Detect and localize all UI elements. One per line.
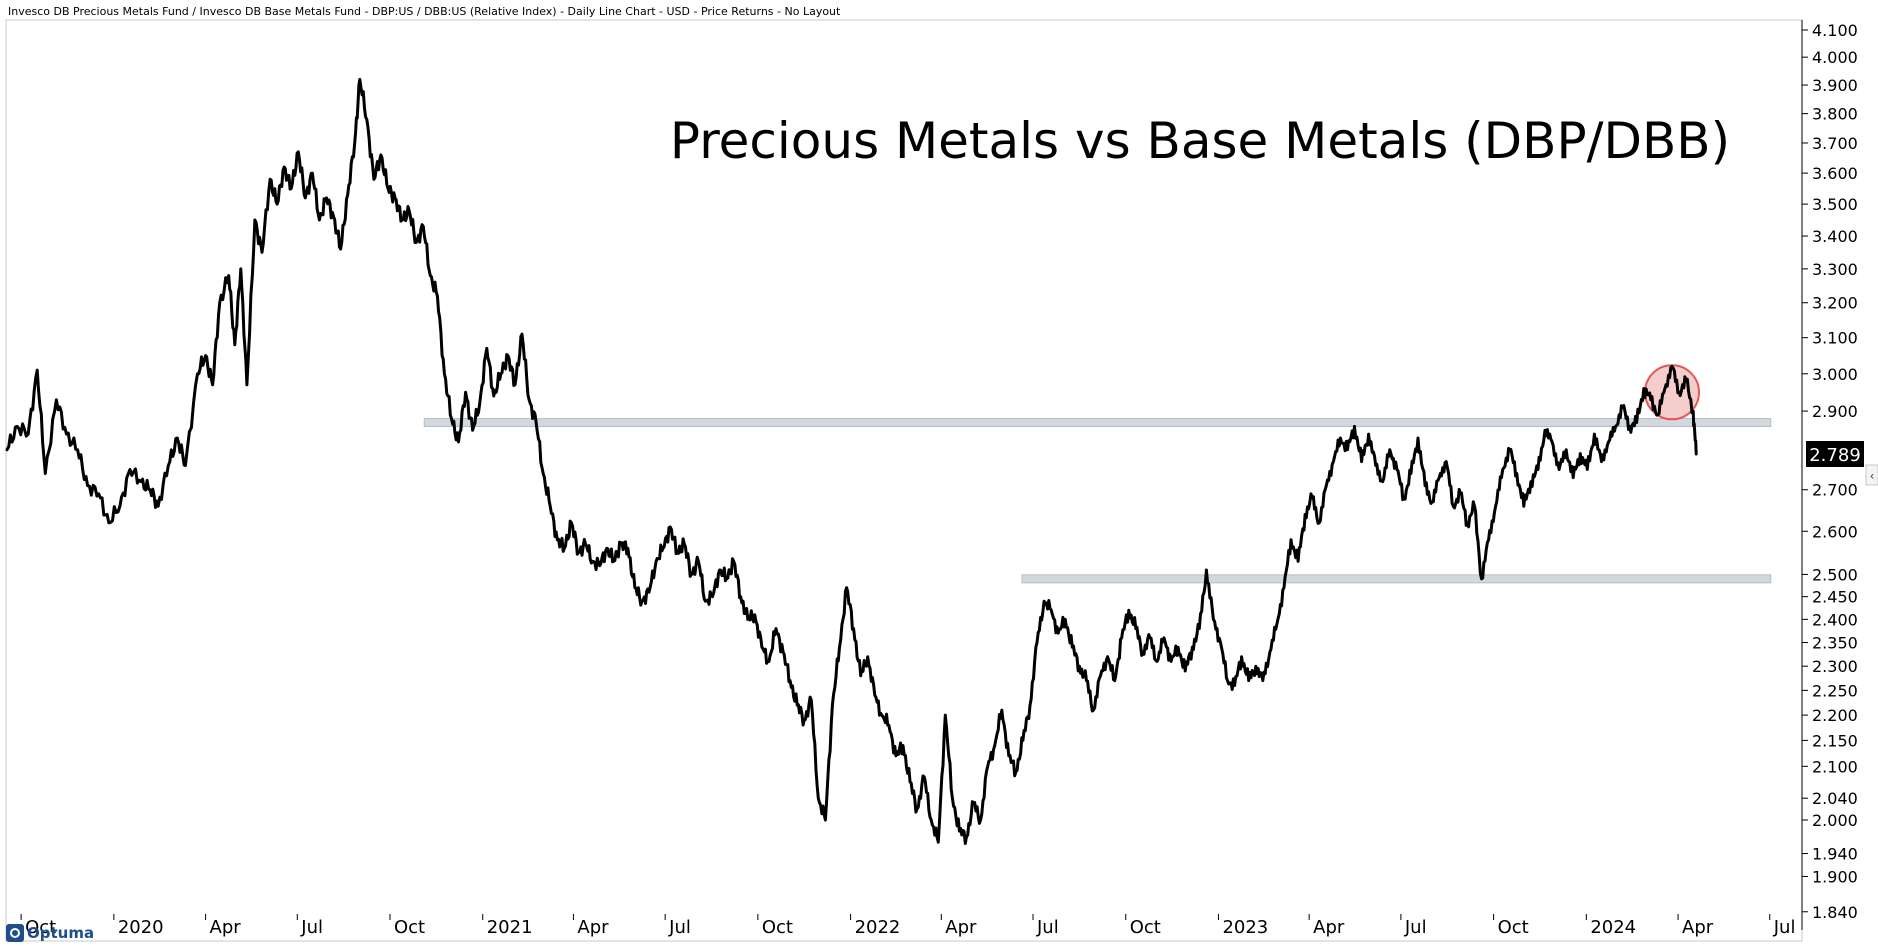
x-tick-label: 2023 <box>1222 917 1268 938</box>
y-tick-label: 3.900 <box>1812 76 1858 95</box>
x-tick-label: Jul <box>300 917 323 938</box>
support-band-1 <box>423 418 1772 428</box>
x-tick-label: Jul <box>1404 917 1427 938</box>
x-tick-label: 2021 <box>487 917 533 938</box>
y-tick-label: 1.900 <box>1812 867 1858 886</box>
y-tick-label: 4.100 <box>1812 21 1858 40</box>
y-tick-label: 2.250 <box>1812 681 1858 700</box>
y-tick-label: 4.000 <box>1812 48 1858 67</box>
last-value-box <box>1806 441 1864 467</box>
y-tick-label: 1.940 <box>1812 845 1858 864</box>
y-tick-label: 3.200 <box>1812 294 1858 313</box>
x-tick-label: Apr <box>577 917 609 938</box>
y-tick-label: 3.100 <box>1812 329 1858 348</box>
support-band-2 <box>1021 574 1772 584</box>
x-tick-label: Jul <box>668 917 691 938</box>
y-tick-label: 1.840 <box>1812 903 1858 922</box>
y-tick-label: 2.900 <box>1812 402 1858 421</box>
last-value-label: 2.789 <box>1806 441 1864 467</box>
x-tick-label: Oct <box>762 917 793 938</box>
x-tick-label: Oct <box>25 917 56 938</box>
y-tick-label: 2.100 <box>1812 757 1858 776</box>
y-tick-label: 2.200 <box>1812 706 1858 725</box>
x-tick-label: Jul <box>1036 917 1059 938</box>
chevron-left-icon: ‹ <box>1870 469 1875 483</box>
y-tick-label: 2.500 <box>1812 565 1858 584</box>
y-tick-label: 3.000 <box>1812 365 1858 384</box>
logo: Optuma <box>6 922 94 944</box>
y-tick-label: 3.700 <box>1812 134 1858 153</box>
y-tick-label: 2.700 <box>1812 481 1858 500</box>
x-tick-label: Apr <box>1313 917 1345 938</box>
optuma-logo-icon <box>6 924 24 942</box>
x-tick-label: 2022 <box>855 917 901 938</box>
y-axis-ticks: 4.100 4.000 3.900 3.800 3.700 3.600 3.500 3.400… <box>1802 21 1858 922</box>
y-tick-label: 2.400 <box>1812 610 1858 629</box>
logo-text: Optuma <box>27 924 95 942</box>
x-tick-label: Apr <box>1682 917 1714 938</box>
support-bands <box>423 418 1772 584</box>
x-tick-label: 2020 <box>118 917 164 938</box>
y-tick-label: 2.600 <box>1812 522 1858 541</box>
x-tick-label: Apr <box>945 917 977 938</box>
y-tick-label: 2.300 <box>1812 657 1858 676</box>
y-tick-label: 2.450 <box>1812 588 1858 607</box>
x-tick-label: Oct <box>1130 917 1161 938</box>
x-tick-label: Apr <box>210 917 242 938</box>
x-tick-label: 2024 <box>1590 917 1636 938</box>
last-value-text: 2.789 <box>1809 445 1861 466</box>
y-tick-label: 3.300 <box>1812 260 1858 279</box>
chart-title: Precious Metals vs Base Metals (DBP/DBB) <box>670 112 1730 170</box>
y-tick-label: 3.600 <box>1812 164 1858 183</box>
collapse-handle[interactable]: ‹ <box>1865 464 1878 486</box>
x-tick-label: Jul <box>1773 917 1796 938</box>
x-tick-label: Oct <box>394 917 425 938</box>
y-tick-label: 3.500 <box>1812 195 1858 214</box>
y-tick-label: 3.400 <box>1812 227 1858 246</box>
x-tick-label: Oct <box>1498 917 1529 938</box>
series-line <box>5 77 1698 845</box>
y-tick-label: 3.800 <box>1812 105 1858 124</box>
y-tick-label: 2.150 <box>1812 731 1858 750</box>
y-tick-label: 2.040 <box>1812 789 1858 808</box>
y-tick-label: 2.350 <box>1812 634 1858 653</box>
y-tick-label: 2.000 <box>1812 811 1858 830</box>
x-axis-ticks: Oct 2020 Apr Jul Oct 2021 Apr Jul Oct 2022 Apr Jul O… <box>20 914 1796 938</box>
chart-header-description: Invesco DB Precious Metals Fund / Invesc… <box>8 5 841 18</box>
